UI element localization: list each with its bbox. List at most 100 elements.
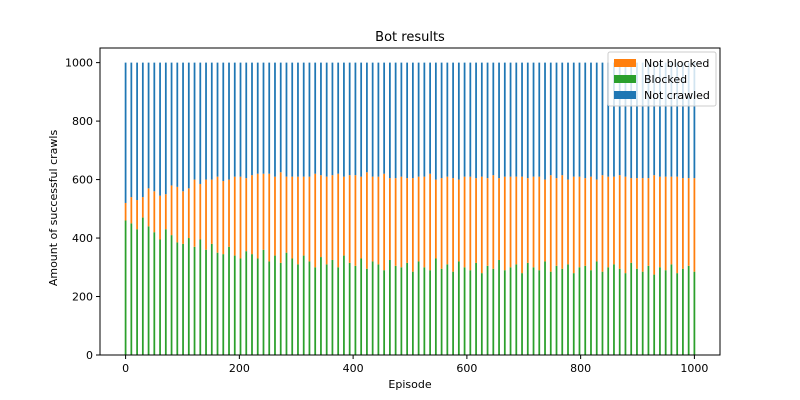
bar-not-crawled bbox=[268, 62, 271, 174]
bar-blocked bbox=[366, 268, 368, 355]
bar-blocked bbox=[572, 273, 575, 355]
bar-not-blocked bbox=[216, 176, 219, 253]
bar-not-crawled bbox=[693, 62, 696, 179]
bar-not-crawled bbox=[274, 62, 276, 177]
bar-not-blocked bbox=[521, 176, 523, 274]
bar-not-crawled bbox=[417, 62, 420, 177]
bar-blocked bbox=[371, 261, 374, 355]
bar-not-crawled bbox=[440, 62, 443, 179]
bar-not-blocked bbox=[526, 178, 529, 263]
bar-not-crawled bbox=[331, 62, 334, 176]
bar-not-crawled bbox=[457, 62, 460, 180]
bar-blocked bbox=[555, 265, 558, 355]
bar-not-crawled bbox=[503, 62, 506, 177]
bar-blocked bbox=[302, 255, 305, 355]
bar-blocked bbox=[457, 261, 460, 355]
bar-not-blocked bbox=[325, 176, 328, 265]
bar-not-crawled bbox=[262, 62, 265, 174]
bar-blocked bbox=[176, 242, 179, 355]
bar-not-crawled bbox=[434, 62, 437, 180]
bar-not-crawled bbox=[590, 62, 592, 177]
bar-not-blocked bbox=[590, 176, 592, 271]
bar-not-blocked bbox=[578, 176, 581, 268]
y-tick-label: 400 bbox=[72, 232, 93, 245]
bar-not-blocked bbox=[274, 176, 276, 256]
bar-not-crawled bbox=[659, 62, 661, 177]
bar-not-crawled bbox=[687, 62, 690, 179]
bar-not-blocked bbox=[440, 178, 443, 269]
bar-not-blocked bbox=[210, 179, 213, 244]
bar-not-crawled bbox=[337, 62, 340, 174]
bar-not-crawled bbox=[153, 62, 156, 192]
bar-not-blocked bbox=[279, 172, 282, 263]
bar-not-blocked bbox=[343, 176, 345, 256]
bar-not-crawled bbox=[147, 62, 150, 189]
bar-not-blocked bbox=[515, 176, 518, 265]
bar-blocked bbox=[613, 264, 615, 355]
bar-blocked bbox=[423, 267, 426, 355]
bar-not-blocked bbox=[228, 179, 230, 247]
bar-not-crawled bbox=[446, 62, 449, 177]
bar-not-crawled bbox=[320, 62, 322, 176]
bar-not-blocked bbox=[647, 178, 650, 266]
bar-not-blocked bbox=[141, 197, 144, 218]
bar-not-crawled bbox=[360, 62, 363, 177]
bar-not-crawled bbox=[245, 62, 248, 179]
bar-blocked bbox=[297, 264, 299, 355]
bar-not-blocked bbox=[187, 188, 190, 239]
bar-not-blocked bbox=[555, 178, 558, 266]
bar-not-crawled bbox=[164, 62, 167, 195]
bar-blocked bbox=[205, 249, 207, 355]
bar-blocked bbox=[343, 255, 345, 355]
bar-blocked bbox=[492, 268, 495, 355]
bar-not-blocked bbox=[469, 176, 472, 271]
bar-not-blocked bbox=[308, 176, 311, 262]
bar-not-crawled bbox=[584, 62, 587, 179]
x-tick-label: 600 bbox=[456, 362, 477, 375]
bar-blocked bbox=[159, 239, 161, 355]
bar-blocked bbox=[268, 261, 271, 355]
bar-not-crawled bbox=[452, 62, 454, 179]
bar-not-crawled bbox=[222, 62, 225, 182]
bar-not-blocked bbox=[567, 179, 569, 265]
bar-not-crawled bbox=[676, 62, 679, 177]
bar-not-crawled bbox=[498, 62, 500, 179]
bar-not-blocked bbox=[124, 202, 127, 221]
bar-blocked bbox=[239, 258, 242, 355]
bar-not-blocked bbox=[607, 176, 610, 268]
bar-blocked bbox=[480, 273, 483, 355]
bar-blocked bbox=[354, 265, 357, 355]
bar-not-blocked bbox=[446, 176, 449, 265]
bar-blocked bbox=[429, 270, 431, 355]
bar-blocked bbox=[440, 268, 443, 355]
bar-blocked bbox=[383, 270, 386, 355]
legend-swatch bbox=[614, 75, 636, 83]
bar-not-crawled bbox=[216, 62, 219, 177]
bar-blocked bbox=[360, 258, 363, 355]
bar-not-blocked bbox=[377, 176, 380, 265]
bar-not-crawled bbox=[314, 62, 317, 174]
y-tick-label: 600 bbox=[72, 174, 93, 187]
bar-blocked bbox=[676, 273, 679, 355]
bar-not-blocked bbox=[130, 197, 133, 224]
bar-not-blocked bbox=[613, 176, 615, 265]
bar-not-blocked bbox=[561, 175, 564, 269]
bar-blocked bbox=[182, 243, 184, 355]
bar-not-crawled bbox=[429, 62, 431, 174]
bar-blocked bbox=[693, 271, 696, 355]
bar-not-crawled bbox=[641, 62, 644, 179]
bar-blocked bbox=[170, 235, 173, 355]
bar-not-crawled bbox=[354, 62, 357, 176]
bar-blocked bbox=[331, 259, 334, 355]
bar-not-crawled bbox=[469, 62, 472, 177]
bar-not-blocked bbox=[262, 173, 265, 250]
bar-not-blocked bbox=[429, 173, 431, 271]
bar-blocked bbox=[147, 226, 150, 355]
bar-blocked bbox=[515, 264, 518, 355]
bar-not-blocked bbox=[268, 173, 271, 262]
bar-not-blocked bbox=[417, 176, 420, 262]
bar-not-crawled bbox=[199, 62, 202, 184]
bar-not-blocked bbox=[492, 175, 495, 269]
bar-blocked bbox=[320, 257, 322, 355]
